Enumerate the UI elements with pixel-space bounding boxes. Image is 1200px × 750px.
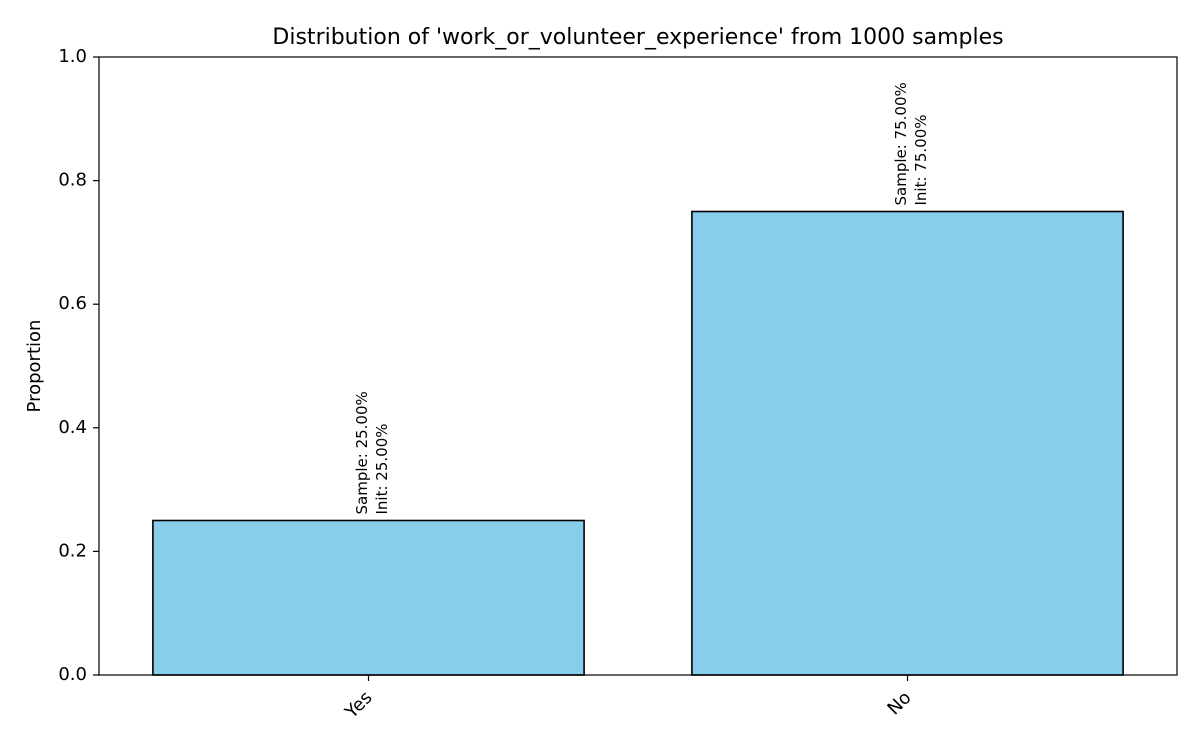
y-tick-label-2: 0.4: [58, 417, 87, 438]
bar-no-label-1: Sample: 75.00%: [892, 82, 910, 205]
y-tick-label-1: 0.2: [58, 540, 87, 561]
y-axis-label: Proportion: [24, 320, 45, 413]
y-tick-label-0: 0.0: [58, 664, 87, 685]
chart-title: Distribution of 'work_or_volunteer_exper…: [272, 25, 1003, 50]
bars-group: [152, 210, 1124, 676]
bar-no: [691, 210, 1124, 676]
bar-yes-label-2: Init: 25.00%: [373, 424, 391, 515]
y-tick-label-3: 0.6: [58, 293, 87, 314]
bar-yes-label-1: Sample: 25.00%: [353, 391, 371, 514]
bar-yes: [152, 519, 585, 676]
data-labels-group: Sample: 25.00% Init: 25.00% Sample: 75.00%…: [353, 82, 930, 514]
bar-no-label-2: Init: 75.00%: [912, 115, 930, 206]
y-tick-label-5: 1.0: [58, 46, 87, 67]
y-tick-label-4: 0.8: [58, 170, 87, 191]
plot-frame: [98, 56, 1178, 676]
y-axis: 0.0 0.2 0.4 0.6 0.8 1.0: [58, 46, 99, 685]
